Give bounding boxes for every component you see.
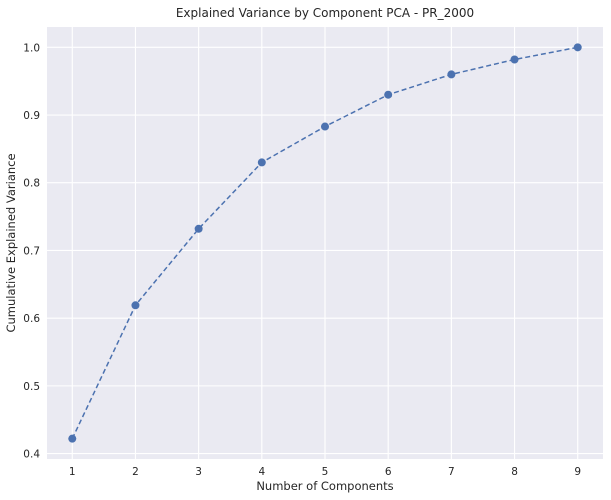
data-point	[573, 43, 582, 52]
data-point	[68, 434, 77, 443]
x-tick-label: 1	[69, 466, 76, 478]
x-axis-label: Number of Components	[256, 479, 393, 493]
x-tick-label: 8	[511, 466, 518, 478]
x-tick-label: 3	[195, 466, 202, 478]
y-tick-label: 0.9	[23, 110, 40, 122]
data-point	[447, 70, 456, 79]
y-axis-ticks: 0.4 0.5 0.6 0.7 0.8 0.9 1.0	[23, 42, 40, 460]
series-layer	[68, 43, 582, 443]
grid-lines	[47, 27, 603, 459]
y-tick-label: 0.5	[23, 381, 40, 393]
data-point	[510, 55, 519, 64]
y-tick-label: 1.0	[23, 42, 40, 54]
y-tick-label: 0.4	[23, 449, 40, 461]
x-tick-label: 7	[448, 466, 455, 478]
data-point	[321, 122, 329, 131]
x-tick-label: 2	[132, 466, 139, 478]
data-point	[131, 301, 140, 310]
x-tick-label: 4	[258, 466, 265, 478]
x-tick-label: 6	[385, 466, 392, 478]
x-axis-ticks: 1 2 3 4 5 6 7 8 9	[69, 466, 581, 478]
y-tick-label: 0.8	[23, 178, 40, 190]
data-point	[194, 224, 203, 233]
x-tick-label: 5	[322, 466, 329, 478]
data-point	[257, 158, 266, 167]
chart-title: Explained Variance by Component PCA - PR…	[176, 6, 474, 20]
y-axis-label: Cumulative Explained Variance	[4, 153, 18, 332]
y-tick-label: 0.7	[23, 245, 40, 257]
x-tick-label: 9	[574, 466, 581, 478]
y-tick-label: 0.6	[23, 313, 40, 325]
data-point	[384, 90, 393, 99]
